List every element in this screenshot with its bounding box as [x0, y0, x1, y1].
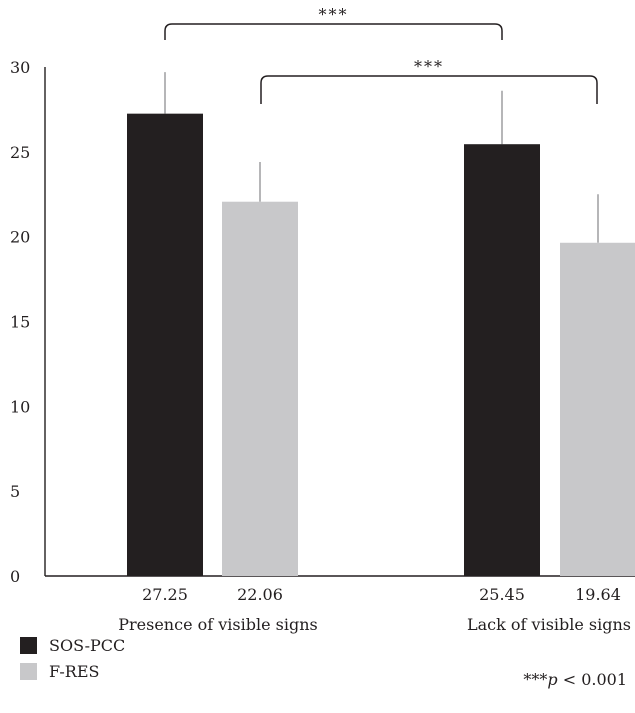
bar-sos-pcc-1 [464, 144, 540, 576]
y-tick-label-10: 10 [10, 397, 30, 416]
data-label-f-res-0: 22.06 [237, 585, 283, 604]
significance-footnote: ***p < 0.001 [523, 670, 627, 689]
footnote-p: p [547, 670, 558, 689]
significance-bracket-1 [260, 75, 598, 104]
bar-f-res-1 [560, 242, 635, 577]
legend-swatch-sos-pcc [20, 636, 37, 654]
significance-stars-0: *** [319, 5, 349, 24]
legend-swatch-f-res [20, 662, 37, 680]
significance-stars-1: *** [414, 57, 444, 76]
legend-label-f-res: F-RES [49, 661, 100, 681]
bar-f-res-0 [222, 201, 298, 576]
legend-label-sos-pcc: SOS-PCC [49, 635, 126, 655]
y-tick-label-5: 5 [10, 482, 20, 501]
data-label-f-res-1: 19.64 [575, 585, 621, 604]
category-label-1: Lack of visible signs [467, 615, 631, 634]
y-tick-label-15: 15 [10, 313, 30, 332]
bar-sos-pcc-0 [127, 113, 203, 577]
y-tick-label-30: 30 [10, 58, 30, 77]
y-tick-label-20: 20 [10, 228, 30, 247]
significance-bracket-0 [164, 23, 503, 40]
data-label-sos-pcc-0: 27.25 [142, 585, 188, 604]
data-label-sos-pcc-1: 25.45 [479, 585, 525, 604]
y-tick-label-0: 0 [10, 567, 20, 586]
legend: SOS-PCC F-RES [20, 632, 125, 684]
y-tick-label-25: 25 [10, 143, 30, 162]
footnote-threshold: < 0.001 [557, 670, 627, 689]
legend-item-sos-pcc: SOS-PCC [20, 632, 125, 658]
footnote-stars: *** [523, 670, 548, 689]
legend-item-f-res: F-RES [20, 658, 125, 684]
category-label-0: Presence of visible signs [118, 615, 318, 634]
